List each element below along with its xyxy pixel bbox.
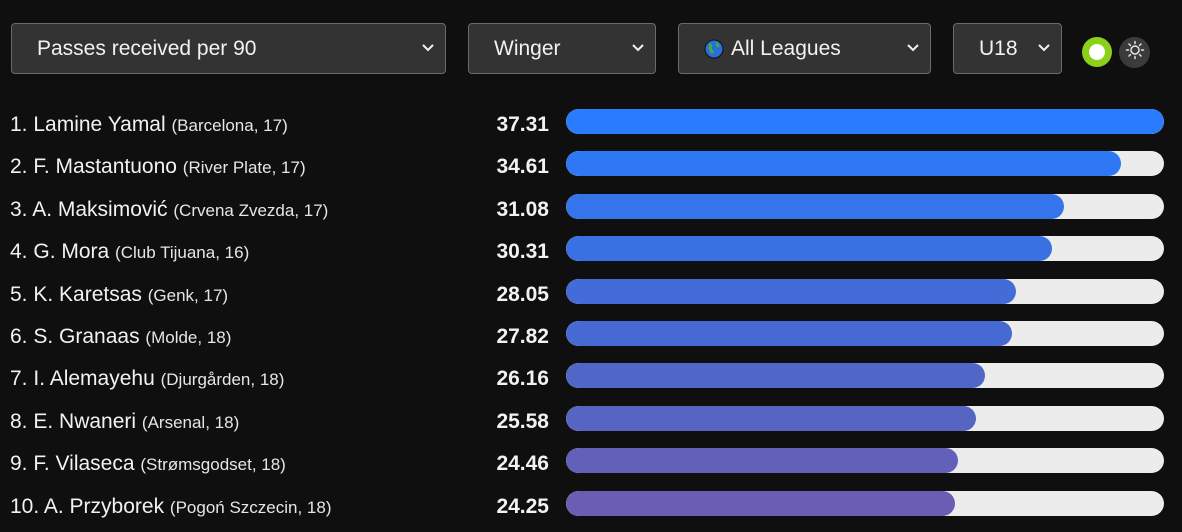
position-select-value: Winger <box>494 36 561 60</box>
stat-value: 31.08 <box>496 197 549 221</box>
league-select[interactable]: All Leagues <box>678 23 931 74</box>
player-label: 9. F. Vilaseca (Strømsgodset, 18) <box>10 452 286 476</box>
bar-fill <box>566 448 958 474</box>
player-rank: 1. <box>10 113 34 136</box>
age-select[interactable]: U18 <box>953 23 1062 74</box>
player-label: 7. I. Alemayehu (Djurgården, 18) <box>10 367 284 391</box>
player-club-age: (Crvena Zvezda, 17) <box>173 200 329 220</box>
status-toggle[interactable] <box>1082 37 1112 67</box>
theme-toggle-button[interactable] <box>1119 37 1150 68</box>
player-club-age: (River Plate, 17) <box>182 158 306 178</box>
bar-fill <box>566 321 1012 346</box>
player-club-age: (Genk, 17) <box>147 285 229 305</box>
bar-fill <box>566 193 1064 219</box>
stat-value: 34.61 <box>496 155 549 179</box>
list-item[interactable]: 1. Lamine Yamal (Barcelona, 17) 37.31 <box>0 103 1182 145</box>
age-select-value: U18 <box>979 36 1018 60</box>
toggle-knob <box>1089 44 1105 60</box>
player-name: E. Nwaneri <box>33 409 142 433</box>
bar-track <box>566 405 1164 431</box>
player-name: K. Karetsas <box>33 282 148 306</box>
player-name: S. Granaas <box>33 325 146 348</box>
bar-track <box>566 448 1164 474</box>
player-rank: 4. <box>10 240 34 264</box>
list-item[interactable]: 7. I. Alemayehu (Djurgården, 18) 26.16 <box>0 357 1182 399</box>
player-club-age: (Club Tijuana, 16) <box>115 243 250 263</box>
stat-value: 24.25 <box>496 494 549 518</box>
player-label: 8. E. Nwaneri (Arsenal, 18) <box>10 410 239 434</box>
stat-value: 25.58 <box>496 409 549 433</box>
chevron-down-icon <box>631 40 645 54</box>
player-rank: 9. <box>10 452 34 476</box>
metric-select-value: Passes received per 90 <box>37 36 257 60</box>
player-rank: 7. <box>10 367 34 391</box>
league-select-value: All Leagues <box>731 36 841 60</box>
stat-value: 30.31 <box>496 240 549 264</box>
player-club-age: (Molde, 18) <box>145 328 232 347</box>
stat-value: 26.16 <box>496 367 549 391</box>
player-label: 6. S. Granaas (Molde, 18) <box>10 325 231 349</box>
stat-value: 24.46 <box>496 452 549 476</box>
bar-track <box>566 236 1164 262</box>
list-item[interactable]: 5. K. Karetsas (Genk, 17) 28.05 <box>0 273 1182 315</box>
player-label: 4. G. Mora (Club Tijuana, 16) <box>10 240 249 264</box>
player-club-age: (Arsenal, 18) <box>141 412 240 432</box>
stat-value: 27.82 <box>496 325 549 348</box>
player-name: A. Maksimović <box>32 197 174 221</box>
metric-select[interactable]: Passes received per 90 <box>11 23 446 74</box>
list-item[interactable]: 10. A. Przyborek (Pogoń Szczecin, 18) 24.… <box>0 485 1182 527</box>
stat-value: 37.31 <box>496 113 549 136</box>
bar-fill <box>566 278 1016 304</box>
bar-fill <box>566 405 976 431</box>
chevron-down-icon <box>1037 40 1051 54</box>
bar-fill <box>566 363 985 389</box>
player-name: G. Mora <box>33 240 116 264</box>
player-rank: 3. <box>10 197 33 221</box>
sun-icon <box>1125 40 1145 65</box>
player-name: Lamine Yamal <box>33 113 172 136</box>
chevron-down-icon <box>421 40 435 54</box>
player-label: 3. A. Maksimović (Crvena Zvezda, 17) <box>10 198 328 222</box>
player-rank: 5. <box>10 282 34 306</box>
player-name: F. Vilaseca <box>33 452 141 476</box>
player-rank: 2. <box>10 155 34 179</box>
list-item[interactable]: 3. A. Maksimović (Crvena Zvezda, 17) 31.0… <box>0 188 1182 230</box>
bar-fill <box>566 490 955 516</box>
bar-track <box>566 321 1164 346</box>
bar-fill <box>566 236 1052 262</box>
bar-track <box>566 109 1164 134</box>
filter-toolbar: Passes received per 90 Winger All League… <box>11 23 1171 76</box>
player-name: I. Alemayehu <box>33 367 161 391</box>
player-name: A. Przyborek <box>43 494 170 518</box>
bar-track <box>566 151 1164 177</box>
list-item[interactable]: 9. F. Vilaseca (Strømsgodset, 18) 24.46 <box>0 442 1182 484</box>
player-label: 2. F. Mastantuono (River Plate, 17) <box>10 155 306 179</box>
player-club-age: (Djurgården, 18) <box>160 370 285 390</box>
player-club-age: (Pogoń Szczecin, 18) <box>169 497 332 517</box>
bar-fill <box>566 151 1121 177</box>
globe-icon <box>704 39 724 59</box>
player-rank: 10. <box>10 494 44 518</box>
list-item[interactable]: 4. G. Mora (Club Tijuana, 16) 30.31 <box>0 230 1182 272</box>
player-label: 10. A. Przyborek (Pogoń Szczecin, 18) <box>10 495 332 519</box>
player-label: 1. Lamine Yamal (Barcelona, 17) <box>10 113 288 137</box>
player-label: 5. K. Karetsas (Genk, 17) <box>10 283 228 307</box>
bar-track <box>566 363 1164 389</box>
player-rank: 8. <box>10 409 34 433</box>
player-name: F. Mastantuono <box>33 155 183 179</box>
player-club-age: (Strømsgodset, 18) <box>140 455 286 475</box>
bar-track <box>566 490 1164 516</box>
player-rank: 6. <box>10 325 34 348</box>
list-item[interactable]: 2. F. Mastantuono (River Plate, 17) 34.61 <box>0 145 1182 187</box>
player-club-age: (Barcelona, 17) <box>171 116 288 135</box>
chevron-down-icon <box>906 40 920 54</box>
bar-track <box>566 193 1164 219</box>
bar-fill <box>566 109 1164 134</box>
bar-track <box>566 278 1164 304</box>
position-select[interactable]: Winger <box>468 23 656 74</box>
stat-value: 28.05 <box>496 282 549 306</box>
list-item[interactable]: 8. E. Nwaneri (Arsenal, 18) 25.58 <box>0 400 1182 442</box>
list-item[interactable]: 6. S. Granaas (Molde, 18) 27.82 <box>0 315 1182 357</box>
